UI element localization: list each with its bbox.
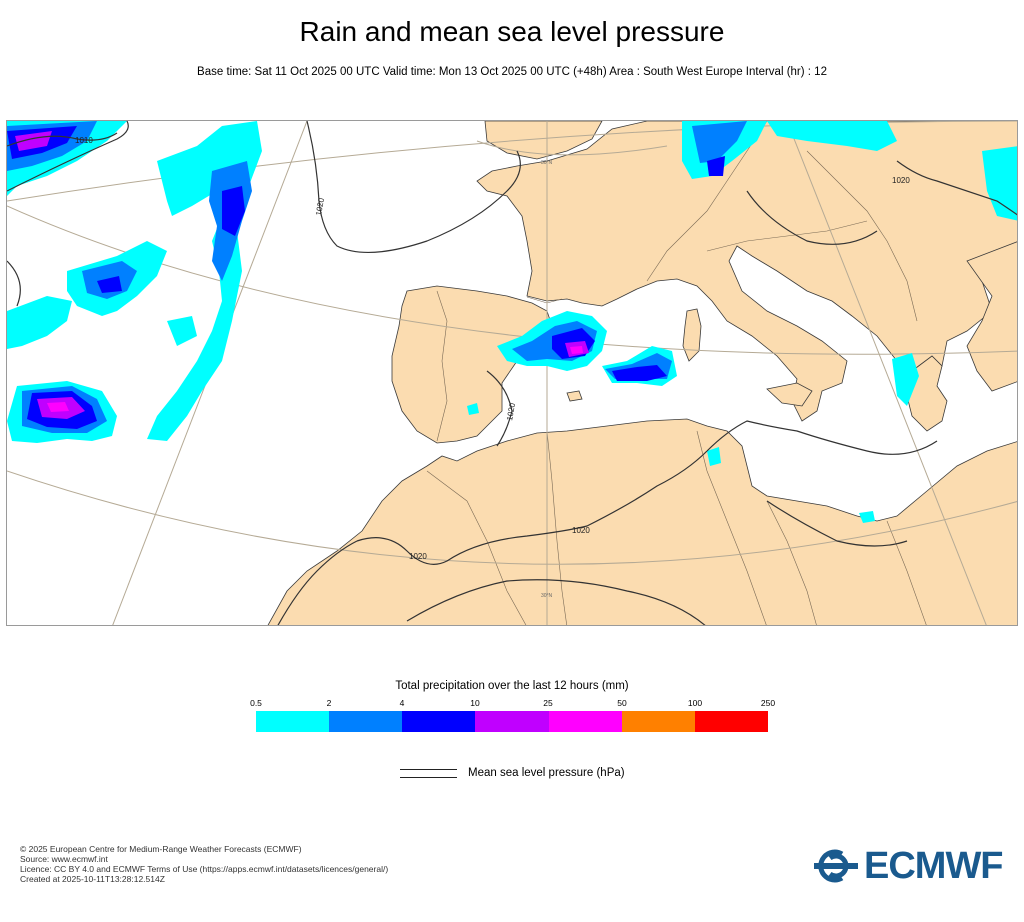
precip-area — [612, 365, 667, 381]
precip-area — [982, 146, 1017, 221]
isobar-line — [356, 450, 708, 565]
chart-subtitle: Base time: Sat 11 Oct 2025 00 UTC Valid … — [197, 66, 827, 78]
isobar-label: 1020 — [505, 402, 517, 422]
legend-swatch — [329, 711, 403, 732]
precip-area — [892, 353, 919, 406]
precip-area — [570, 346, 583, 354]
map-canvas: 1010 1020 1020 1020 1020 1020 30°N 30°N — [7, 121, 1017, 625]
border-line — [436, 290, 448, 442]
graticule-line — [7, 470, 1017, 565]
legend-swatch — [402, 711, 476, 732]
border-line — [806, 150, 918, 322]
border-line — [696, 430, 767, 625]
isobars — [7, 121, 1017, 625]
legend-tick: 0.5 — [250, 698, 262, 708]
graticule-line — [7, 205, 1017, 355]
isobar-line — [7, 121, 129, 192]
isobar-line — [746, 190, 878, 245]
land-turkey — [966, 241, 1017, 392]
legend-swatch — [475, 711, 549, 732]
precip-area — [15, 131, 52, 151]
border-line — [766, 500, 817, 625]
isobar-key-line — [400, 777, 457, 778]
legend-tick: 100 — [687, 698, 703, 708]
isobar-label: 1020 — [572, 526, 590, 535]
isobar-line — [706, 420, 938, 455]
ecmwf-logo-text: ECMWF — [864, 844, 1004, 887]
isobar-line — [306, 121, 521, 253]
isobar-line — [766, 500, 908, 547]
isobar-line — [7, 132, 118, 147]
footer-line: Source: www.ecmwf.int — [20, 854, 108, 864]
legend-title: Total precipitation over the last 12 hou… — [395, 680, 629, 692]
isobar-labels: 1010 1020 1020 1020 1020 1020 — [75, 136, 910, 561]
land-layer — [267, 121, 1017, 625]
border-line — [886, 520, 927, 625]
precip-area — [7, 296, 72, 349]
footer-credits: © 2025 European Centre for Medium-Range … — [20, 844, 388, 884]
precip-area — [692, 121, 747, 163]
isobar-line — [277, 540, 358, 625]
grid-label: 30°N — [541, 593, 553, 599]
legend-swatch — [694, 711, 768, 732]
isobar-label: 1020 — [314, 197, 326, 217]
land-iberia — [391, 285, 553, 444]
precip-very-heavy — [15, 131, 589, 419]
graticule-line — [786, 121, 987, 625]
legend-ticks: 0.5 2 4 10 25 50 100 250 — [250, 698, 775, 710]
isobar-line — [7, 260, 21, 307]
precip-area — [97, 276, 122, 293]
chart-title: Rain and mean sea level pressure — [299, 16, 725, 47]
precip-area — [767, 121, 897, 151]
ecmwf-logo: ECMWF — [812, 844, 1004, 887]
land-balearic — [566, 390, 583, 402]
legend-tick: 10 — [470, 698, 480, 708]
precip-area — [222, 186, 245, 236]
country-borders — [426, 121, 927, 625]
land-europe — [476, 121, 1017, 422]
isobar-line — [406, 579, 706, 625]
legend-tick: 25 — [543, 698, 553, 708]
precip-area — [47, 402, 69, 412]
legend-tick: 50 — [617, 698, 627, 708]
footer-line: Licence: CC BY 4.0 and ECMWF Terms of Us… — [20, 864, 389, 874]
precip-area — [859, 511, 875, 523]
precip-area — [707, 447, 721, 466]
ecmwf-logo-icon — [814, 849, 858, 883]
legend-swatch — [548, 711, 622, 732]
land-north-africa — [267, 418, 1017, 625]
border-line — [426, 470, 527, 625]
legend-colorbar — [256, 711, 768, 732]
border-line — [646, 121, 768, 282]
isobar-line — [486, 370, 513, 447]
legend-tick: 2 — [326, 698, 332, 708]
isobar-label: 1010 — [75, 136, 93, 145]
map-panel: 1010 1020 1020 1020 1020 1020 30°N 30°N — [6, 120, 1018, 626]
isobar-key-line — [400, 769, 457, 770]
grid-labels: 30°N 30°N — [541, 160, 553, 599]
precip-area — [707, 156, 725, 176]
grid-label: 30°N — [541, 160, 553, 166]
footer-line: © 2025 European Centre for Medium-Range … — [20, 844, 302, 854]
graticule-line — [476, 140, 668, 156]
precip-area — [167, 316, 197, 346]
border-line — [546, 430, 568, 625]
isobar-label: 1020 — [409, 552, 427, 561]
legend-tick: 250 — [760, 698, 776, 708]
land-sicily — [766, 382, 813, 407]
isobar-key-label: Mean sea level pressure (hPa) — [468, 767, 625, 779]
footer-line: Created at 2025-10-11T13:28:12.514Z — [20, 874, 165, 884]
border-line — [706, 220, 868, 252]
isobar-label: 1020 — [892, 176, 910, 185]
legend-tick: 4 — [399, 698, 405, 708]
legend-swatch — [256, 711, 330, 732]
land-sardinia — [682, 308, 702, 362]
isobar-line — [896, 160, 1017, 216]
precip-area — [467, 403, 479, 415]
legend-swatch — [621, 711, 695, 732]
